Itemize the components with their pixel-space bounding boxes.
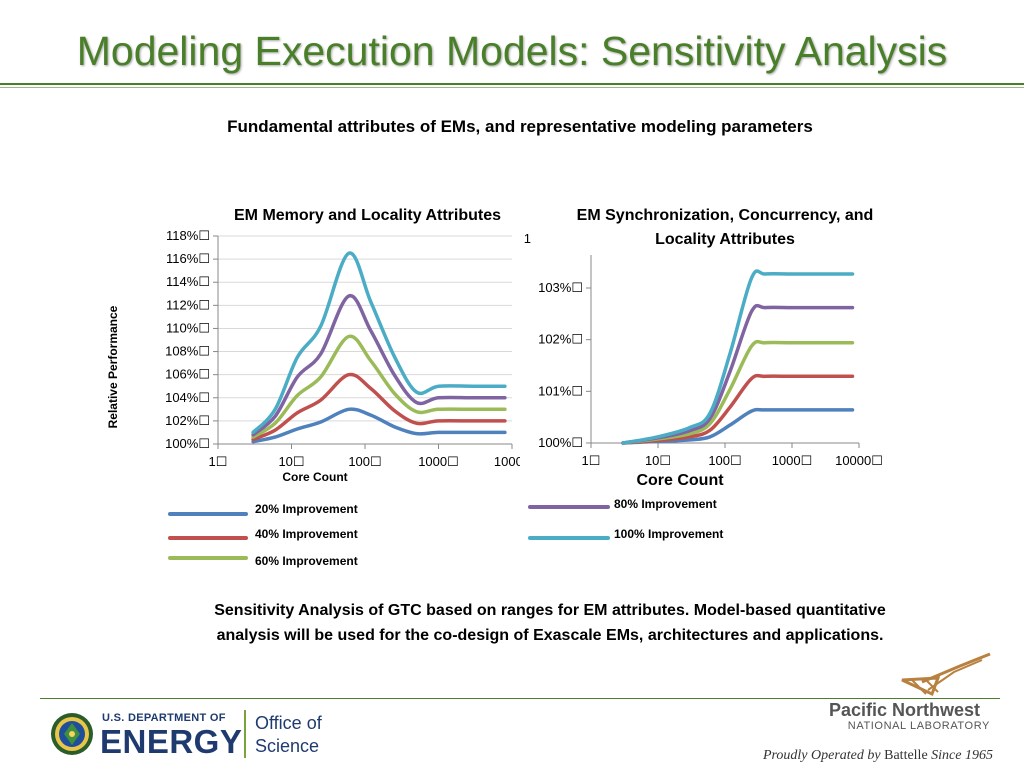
y-tick-label: 100%☐ — [538, 435, 583, 450]
y-tick-label: 108%☐ — [165, 344, 210, 359]
x-tick-label: 1000☐ — [772, 453, 813, 468]
series-line-40pct — [251, 372, 507, 442]
y-tick-label: 101%☐ — [538, 383, 583, 398]
chart-right-xlabel: Core Count — [636, 472, 724, 489]
tagline-prefix: Proudly Operated by — [762, 748, 885, 763]
x-tick-label: 10000 — [494, 454, 520, 469]
tagline-suffix: Since 1965 — [927, 748, 993, 763]
chart-left-xlabel: Core Count — [282, 470, 348, 484]
legend-swatch-40 — [168, 536, 248, 540]
title-rule-thin — [0, 87, 1024, 88]
x-tick-label: 1☐ — [582, 453, 601, 468]
legend-swatch-20 — [168, 512, 248, 516]
y-tick-label: 118%☐ — [166, 228, 210, 243]
series-line-100pct — [621, 269, 855, 445]
series-line-80pct — [621, 303, 855, 445]
x-tick-label: 10000☐ — [835, 453, 883, 468]
y-tick-label: 103%☐ — [538, 280, 583, 295]
y-tick-label-stray: 1 — [524, 231, 531, 246]
title-rule — [0, 83, 1024, 85]
y-tick-label: 100%☐ — [165, 436, 210, 451]
chart-right-title: EM Synchronization, Concurrency, and Loc… — [576, 207, 874, 248]
series-line-80pct — [251, 294, 507, 437]
y-tick-label: 102%☐ — [165, 413, 210, 428]
slide-title: Modeling Execution Models: Sensitivity A… — [76, 28, 948, 74]
legend-swatch-80 — [528, 505, 610, 509]
doe-energy-text: ENERGY — [100, 723, 243, 760]
y-tick-label: 110%☐ — [166, 320, 210, 335]
tagline-brand: Battelle — [884, 748, 928, 763]
series-line-60pct — [251, 334, 507, 439]
series-line-20pct — [251, 407, 507, 444]
series-line-40pct — [621, 373, 855, 445]
chart-right: 100%☐ 101%☐ 102%☐ 103%☐ 1 1☐ 10☐ 100☐ 1000☐ 1000… — [524, 231, 883, 468]
legend-label-40: 40% Improvement — [255, 527, 358, 541]
series-line-20pct — [621, 407, 855, 445]
x-tick-label: 1000☐ — [418, 454, 459, 469]
pnnl-name: Pacific Northwest — [828, 700, 980, 720]
office-of-science: Office of Science — [255, 712, 322, 758]
legend-label-100: 100% Improvement — [614, 527, 724, 541]
slide-caption: Sensitivity Analysis of GTC based on ran… — [214, 602, 886, 644]
office-line1: Office of — [255, 713, 322, 733]
footer-separator — [244, 710, 246, 758]
x-tick-label: 1☐ — [209, 454, 228, 469]
pnnl-subname: NATIONAL LABORATORY — [847, 720, 990, 732]
doe-department-text: U.S. DEPARTMENT OF — [102, 712, 226, 724]
series-line-100pct — [251, 251, 507, 435]
y-tick-label: 116%☐ — [166, 251, 210, 266]
x-tick-label: 10☐ — [278, 454, 304, 469]
legend-label-20: 20% Improvement — [255, 502, 358, 516]
pnnl-logo-icon — [901, 652, 991, 697]
x-tick-label: 10☐ — [645, 453, 671, 468]
x-tick-label: 100☐ — [708, 453, 741, 468]
legend-swatch-60 — [168, 556, 248, 560]
battelle-tagline: Proudly Operated by Battelle Since 1965 — [700, 748, 993, 764]
office-line2: Science — [255, 736, 320, 756]
legend-swatch-100 — [528, 536, 610, 540]
chart-left: 100%☐ 102%☐ 104%☐ 106%☐ 108%☐ 110%☐ 112%☐ 114%☐… — [165, 228, 520, 469]
legend-label-80: 80% Improvement — [614, 497, 717, 511]
slide-subtitle: Fundamental attributes of EMs, and repre… — [227, 117, 813, 136]
doe-seal-icon — [51, 713, 93, 755]
footer-rule — [40, 698, 1000, 699]
x-tick-label: 100☐ — [348, 454, 381, 469]
y-tick-label: 114%☐ — [166, 274, 210, 289]
y-tick-label: 106%☐ — [165, 367, 210, 382]
series-line-60pct — [621, 339, 855, 445]
legend-label-60: 60% Improvement — [255, 554, 358, 568]
y-tick-label: 104%☐ — [165, 390, 210, 405]
chart-left-title: EM Memory and Locality Attributes — [234, 207, 501, 224]
y-tick-label: 102%☐ — [538, 332, 583, 347]
y-tick-label: 112%☐ — [166, 297, 210, 312]
